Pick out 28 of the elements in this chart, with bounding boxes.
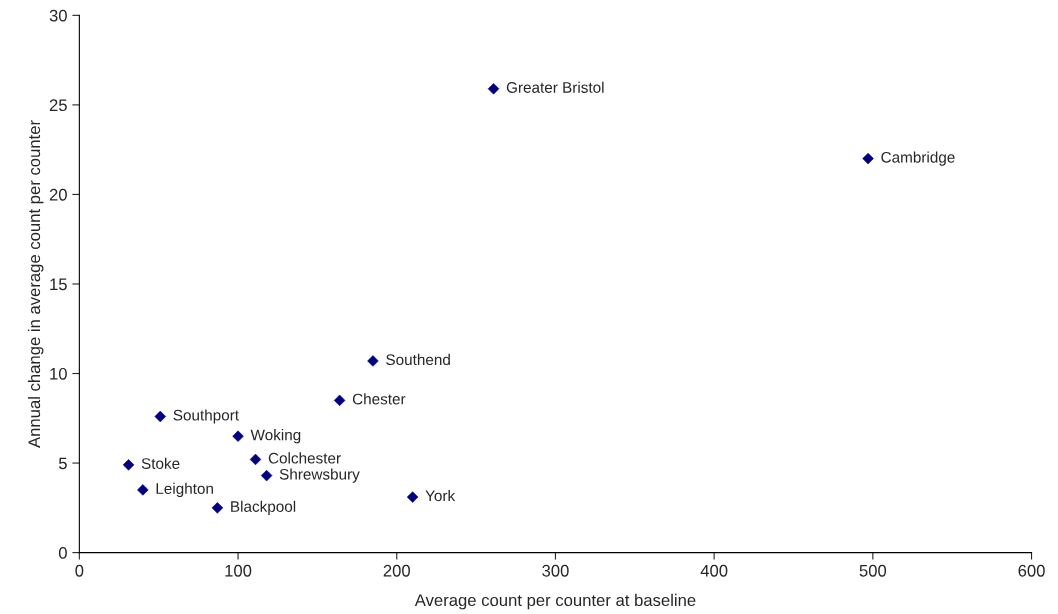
y-tick-label: 20 xyxy=(49,188,67,201)
x-tick-label: 200 xyxy=(383,564,410,577)
annotation: Southend xyxy=(386,353,450,366)
annotation: Colchester xyxy=(268,452,341,464)
x-tick-label: 500 xyxy=(859,564,887,577)
annotation: Chester xyxy=(352,393,406,405)
annotation: Stoke xyxy=(141,457,180,469)
x-tick-label: 600 xyxy=(1018,564,1045,577)
y-tick-label: 25 xyxy=(49,99,67,112)
x-axis-title: Average count per counter at baseline xyxy=(414,593,696,610)
y-tick-label: 30 xyxy=(49,9,67,22)
y-tick-label: 15 xyxy=(50,278,67,291)
annotation: Leighton xyxy=(156,482,213,498)
annotation: Greater Bristol xyxy=(506,81,604,93)
annotation: Southport xyxy=(173,409,239,424)
x-tick-label: 0 xyxy=(75,564,84,577)
annotation: Cambridge xyxy=(881,151,955,166)
y-axis-title: Annual change in average count per counter xyxy=(27,120,44,448)
annotation: York xyxy=(425,489,456,502)
x-tick-label: 100 xyxy=(225,564,252,577)
y-tick-label: 0 xyxy=(58,547,67,559)
annotation: Woking xyxy=(250,429,301,444)
y-tick-label: 10 xyxy=(50,367,67,380)
annotation: Blackpool xyxy=(231,500,296,515)
x-tick-label: 300 xyxy=(542,564,569,577)
x-tick-label: 400 xyxy=(700,564,728,577)
y-tick-label: 5 xyxy=(58,457,67,470)
annotation: Shrewsbury xyxy=(279,468,360,483)
